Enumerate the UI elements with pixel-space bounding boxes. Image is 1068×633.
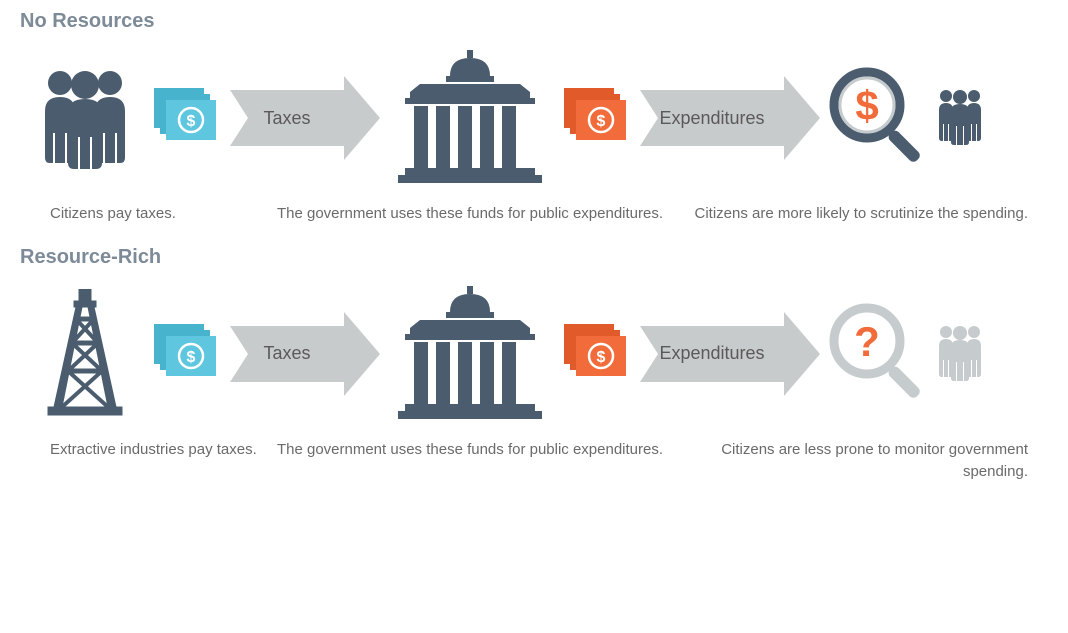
magnifier-dollar-icon: $	[820, 63, 930, 173]
caption-row: Citizens pay taxes. The government uses …	[20, 203, 1048, 226]
section-no-resources: No Resources	[20, 10, 1048, 226]
svg-text:$: $	[187, 113, 196, 130]
money-stack-teal-icon: $	[150, 88, 230, 148]
money-stack-teal-icon: $	[150, 324, 230, 384]
caption-result: Citizens are more likely to scrutinize t…	[680, 203, 1048, 226]
flow-row-no-resources: $ Taxes	[20, 48, 1048, 188]
caption-row: Extractive industries pay taxes. The gov…	[20, 439, 1048, 484]
magnifier-symbol: $	[855, 82, 878, 129]
government-icon	[380, 284, 560, 424]
section-resource-rich: Resource-Rich	[20, 246, 1048, 484]
svg-text:$: $	[597, 113, 606, 130]
caption-result: Citizens are less prone to monitor gover…	[680, 439, 1048, 484]
magnifier-symbol: ?	[854, 318, 880, 365]
caption-source: Citizens pay taxes.	[20, 203, 260, 226]
money-stack-orange-icon: $	[560, 88, 640, 148]
caption-gov: The government uses these funds for publ…	[260, 203, 680, 226]
svg-text:$: $	[597, 349, 606, 366]
caption-source: Extractive industries pay taxes.	[20, 439, 260, 484]
magnifier-question-icon: ?	[820, 299, 930, 409]
arrow-expenditures: Expenditures	[640, 326, 820, 382]
arrow-taxes: Taxes	[230, 326, 380, 382]
arrow-taxes: Taxes	[230, 90, 380, 146]
small-citizens-faded-icon	[930, 322, 990, 386]
small-citizens-icon	[930, 86, 990, 150]
section-title: Resource-Rich	[20, 246, 1048, 269]
arrow-expenditures: Expenditures	[640, 90, 820, 146]
arrow-label: Expenditures	[640, 90, 784, 146]
money-stack-orange-icon: $	[560, 324, 640, 384]
government-icon	[380, 48, 560, 188]
flow-row-resource-rich: $ Taxes	[20, 284, 1048, 424]
section-title: No Resources	[20, 10, 1048, 33]
svg-text:$: $	[187, 349, 196, 366]
citizens-icon	[20, 63, 150, 173]
arrow-label: Expenditures	[640, 326, 784, 382]
caption-gov: The government uses these funds for publ…	[260, 439, 680, 484]
oil-derrick-icon	[20, 289, 150, 419]
